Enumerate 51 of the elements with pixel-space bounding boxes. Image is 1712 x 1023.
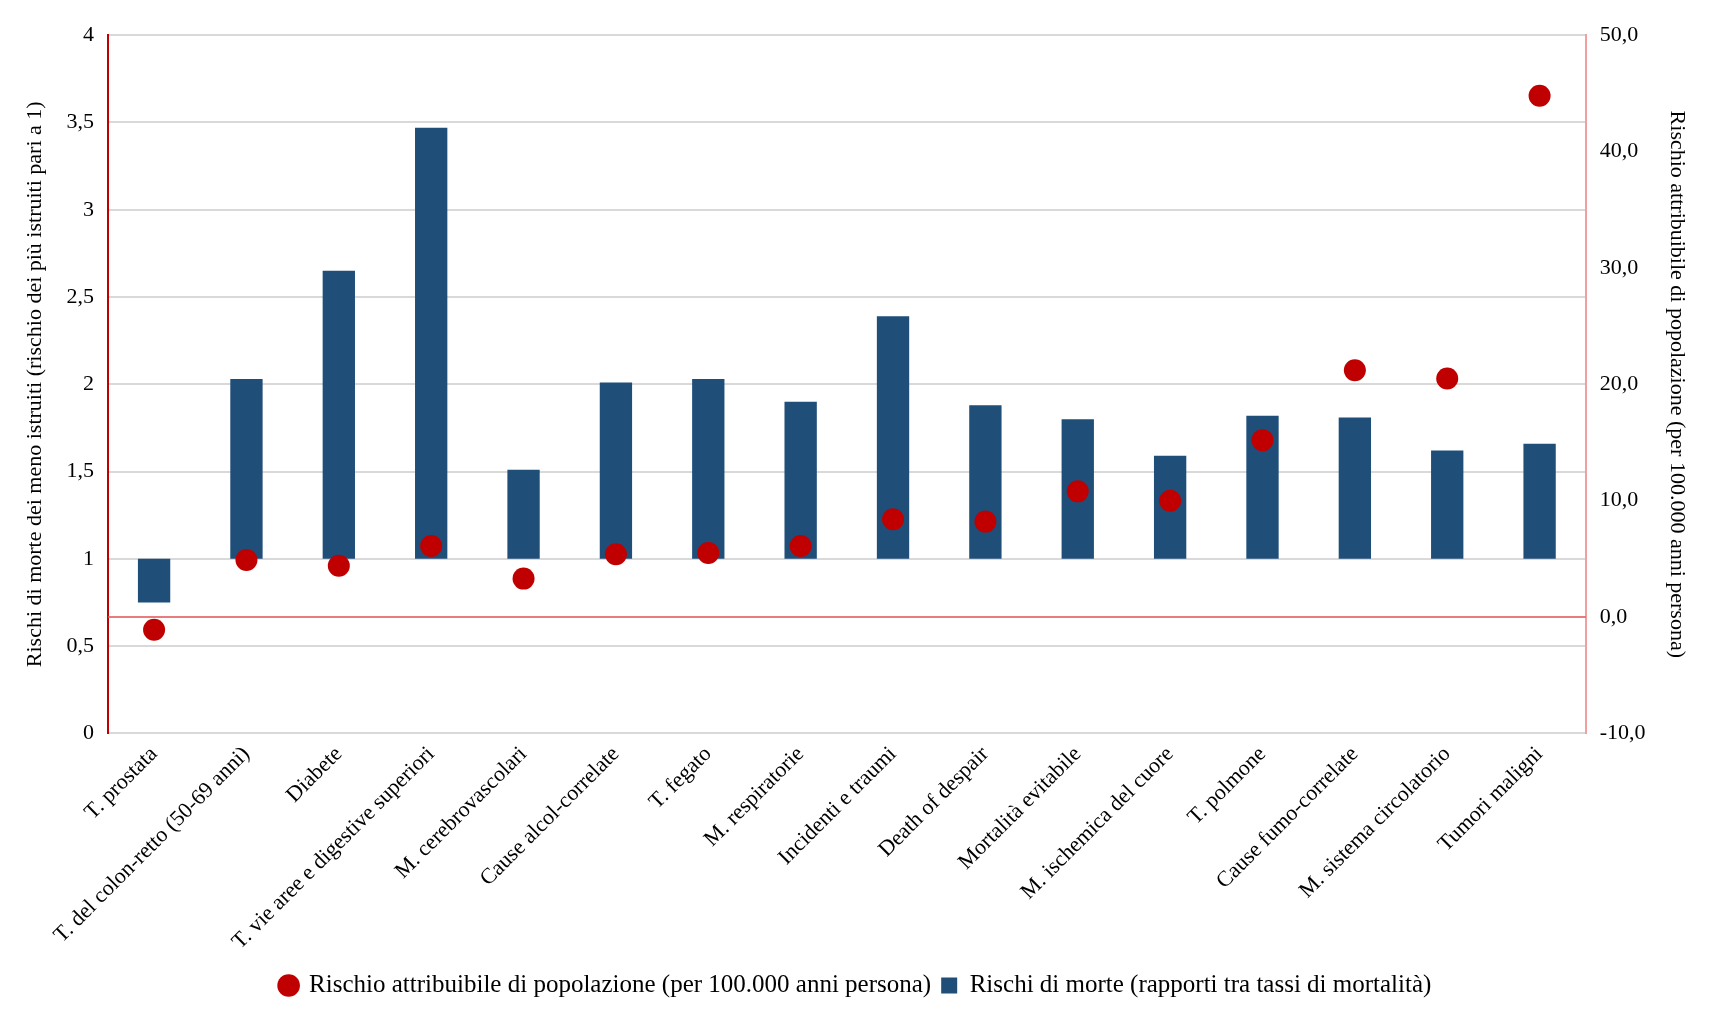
- point: [1251, 429, 1274, 452]
- y2-tick-label: 20,0: [1599, 370, 1639, 396]
- legend-label: Rischio attribuibile di popolazione (per 100.000 anni persona): [309, 970, 932, 999]
- y-tick-label: 4: [82, 20, 94, 46]
- y2-tick-label: 10,0: [1599, 486, 1639, 512]
- point: [882, 508, 905, 531]
- y-axis-title: Rischi di morte dei meno istruiti (rischio dei più istruiti pari a 1): [20, 101, 46, 668]
- y2-tick-label: 40,0: [1599, 137, 1639, 163]
- point: [1436, 367, 1459, 390]
- point: [697, 542, 720, 565]
- point: [1159, 489, 1182, 512]
- bar: [322, 270, 355, 559]
- y-tick-label: 3,5: [66, 108, 94, 134]
- y-tick-label: 1: [82, 544, 94, 570]
- point: [235, 549, 258, 571]
- legend-label: Rischi di morte (rapporti tra tassi di mortalità): [969, 970, 1432, 999]
- bar: [784, 401, 817, 559]
- bar: [1061, 419, 1094, 559]
- y2-axis-title: Rischio attribuibile di popolazione (per 100.000 anni persona): [1666, 110, 1692, 658]
- point: [789, 535, 812, 558]
- bar: [137, 558, 171, 603]
- point: [1343, 359, 1366, 382]
- bar: [969, 405, 1002, 559]
- y-tick-label: 3: [82, 195, 94, 221]
- bar: [415, 127, 448, 559]
- bar: [599, 382, 633, 559]
- y2-tick-label: 30,0: [1599, 253, 1639, 279]
- bar: [1338, 417, 1372, 559]
- y-tick-label: 1,5: [66, 457, 94, 483]
- point: [974, 510, 997, 533]
- point: [512, 567, 535, 590]
- point: [604, 543, 627, 566]
- bar: [1246, 415, 1279, 559]
- point: [420, 535, 443, 558]
- y-tick-label: 2: [82, 370, 94, 396]
- point: [327, 554, 350, 577]
- point: [143, 618, 166, 641]
- bar: [1431, 450, 1464, 559]
- y2-tick-label: 50,0: [1599, 20, 1639, 46]
- bar: [692, 379, 725, 559]
- y-tick-label: 0: [82, 719, 94, 745]
- y2-tick-label: 0,0: [1599, 602, 1628, 628]
- point: [1066, 480, 1089, 503]
- bar: [876, 316, 910, 559]
- bar: [507, 469, 540, 559]
- y2-tick-label: -10,0: [1599, 719, 1646, 745]
- bar: [230, 379, 263, 559]
- y-tick-label: 2,5: [66, 282, 94, 308]
- bar: [1523, 443, 1556, 559]
- point: [1528, 84, 1551, 107]
- y-tick-label: 0,5: [66, 631, 94, 657]
